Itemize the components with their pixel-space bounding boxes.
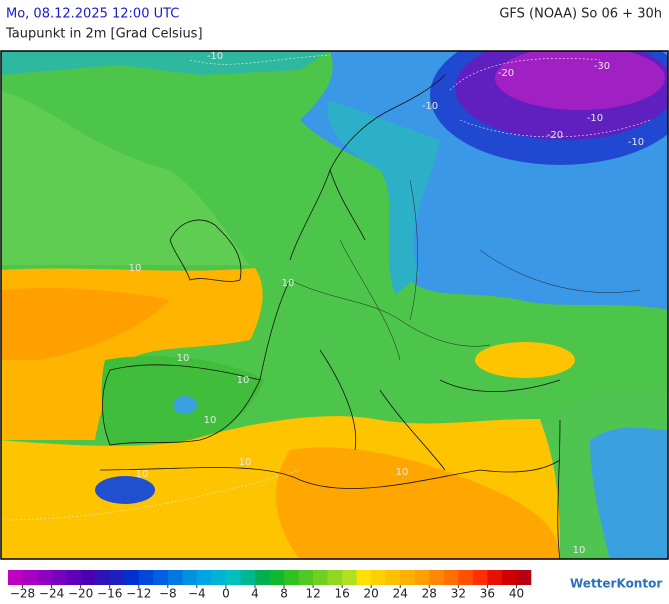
colorbar-label: −16 (97, 587, 122, 601)
colorbar-swatch (109, 570, 125, 585)
colorbar-swatch (284, 570, 299, 585)
colorbar-swatch (414, 570, 430, 585)
colorbar-swatch (211, 570, 227, 585)
contour-label: -10 (628, 137, 644, 148)
colorbar-label: −4 (188, 587, 206, 601)
colorbar-label: −8 (159, 587, 177, 601)
colorbar-label: 4 (251, 587, 259, 601)
contour-label: 10 (129, 263, 142, 274)
coastline (102, 364, 261, 446)
colorbar-swatch (22, 570, 38, 585)
model-run: GFS (NOAA) So 06 + 30h (499, 7, 662, 22)
field (327, 100, 440, 295)
field (1, 90, 250, 265)
field (276, 447, 560, 559)
colorbar-label: 8 (280, 587, 288, 601)
contour-label: -10 (207, 51, 223, 62)
colorbar-swatch (342, 570, 357, 585)
contour-label: -10 (587, 113, 603, 124)
map (1, 51, 668, 559)
colorbar-swatch (254, 570, 270, 585)
contour-label: 10 (177, 353, 190, 364)
colorbar-swatch (269, 570, 285, 585)
contour-label: -30 (594, 61, 610, 72)
date: Mo, 08.12.2025 12:00 UTC (6, 7, 179, 22)
colorbar-swatch (385, 570, 401, 585)
field (173, 396, 197, 414)
colorbar-swatch (196, 570, 212, 585)
colorbar-swatch (225, 570, 241, 585)
colorbar-swatch (327, 570, 343, 585)
colorbar-swatch (66, 570, 81, 585)
colorbar-swatch (371, 570, 387, 585)
colorbar-label: 28 (422, 587, 437, 601)
colorbar-swatch (37, 570, 52, 585)
colorbar-label: 16 (334, 587, 349, 601)
colorbar-swatch (138, 570, 154, 585)
colorbar-label: 20 (364, 587, 379, 601)
colorbar-label: −12 (126, 587, 151, 601)
contour-label: 10 (136, 469, 149, 480)
colorbar-label: 40 (509, 587, 524, 601)
contour-label: 10 (282, 278, 295, 289)
coastline (99, 459, 561, 489)
colorbar-swatch (8, 570, 23, 585)
colorbar-swatch (313, 570, 328, 585)
contour-label: 10 (573, 545, 586, 556)
country-border (289, 179, 641, 361)
map-frame (0, 50, 669, 560)
colorbar-swatch (443, 570, 459, 585)
brand: WetterKontor (570, 577, 662, 591)
colorbar-swatch (240, 570, 256, 585)
colorbar-label: 12 (305, 587, 320, 601)
colorbar-label: −20 (68, 587, 93, 601)
colorbar-swatch (400, 570, 416, 585)
field (590, 427, 668, 559)
colorbar-swatch (501, 570, 517, 585)
field (475, 342, 575, 378)
colorbar-swatch (167, 570, 183, 585)
colorbar-label: 24 (393, 587, 408, 601)
colorbar-swatch (298, 570, 314, 585)
colorbar-label: 36 (480, 587, 495, 601)
field (95, 476, 155, 504)
colorbar-swatch (472, 570, 488, 585)
coastline (289, 74, 446, 261)
contour-label: -20 (547, 130, 563, 141)
colorbar-swatch (80, 570, 96, 585)
colorbar-label: 32 (451, 587, 466, 601)
colorbar-swatch (182, 570, 198, 585)
colorbar-label: −24 (39, 587, 64, 601)
colorbar-swatch (356, 570, 372, 585)
field (495, 51, 665, 110)
field (1, 288, 170, 360)
coastline (259, 279, 561, 559)
contour-label: 10 (396, 467, 409, 478)
colorbar-swatch (51, 570, 67, 585)
contour-label: -20 (498, 68, 514, 79)
contour-label: 10 (204, 415, 217, 426)
coastline (169, 219, 242, 282)
variable: Taupunkt in 2m [Grad Celsius] (5, 27, 203, 42)
colorbar-swatch (458, 570, 474, 585)
colorbar-swatch (516, 570, 532, 585)
colorbar-label: 0 (222, 587, 230, 601)
colorbar-swatch (429, 570, 445, 585)
colorbar-label: −28 (10, 587, 35, 601)
contour-label: 10 (239, 457, 252, 468)
contour-label: -10 (422, 101, 438, 112)
colorbar-swatch (95, 570, 110, 585)
colorbar-swatch (124, 570, 140, 585)
field (1, 51, 329, 75)
colorbar-swatch (487, 570, 503, 585)
contour-label: 10 (237, 375, 250, 386)
colorbar-swatch (153, 570, 169, 585)
